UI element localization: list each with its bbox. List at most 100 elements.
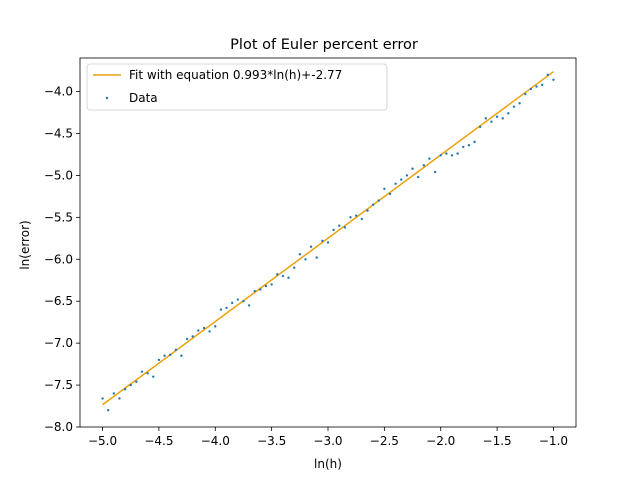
data-point (484, 117, 488, 120)
data-point (321, 239, 324, 243)
data-point (439, 154, 442, 157)
data-point (529, 87, 533, 91)
data-point (349, 216, 352, 219)
data-point (462, 145, 465, 149)
data-point (416, 175, 420, 179)
y-tick-label: −6.5 (44, 294, 73, 308)
x-tick-label: −4.0 (201, 434, 230, 448)
data-point (208, 330, 211, 333)
data-point (135, 380, 138, 383)
data-point (129, 383, 132, 387)
data-point (106, 409, 110, 412)
data-point (123, 388, 127, 391)
data-point (253, 289, 256, 293)
data-point (366, 209, 369, 212)
chart-title: Plot of Euler percent error (230, 37, 418, 53)
data-point (276, 273, 279, 276)
data-point (118, 397, 121, 400)
data-point (247, 304, 251, 307)
data-point (456, 152, 459, 155)
data-point (422, 164, 426, 167)
data-point (292, 266, 296, 269)
plot-area (101, 71, 555, 412)
data-point (168, 353, 172, 357)
data-point (518, 102, 521, 105)
data-point (354, 214, 358, 217)
legend-data-label: Data (129, 91, 158, 105)
data-point (185, 337, 189, 341)
data-point (400, 178, 403, 181)
data-point (326, 241, 330, 244)
data-point (394, 182, 397, 185)
y-tick-label: −6.0 (44, 252, 73, 266)
data-point (287, 276, 290, 279)
data-point (163, 354, 166, 357)
data-point (180, 354, 183, 357)
data-point (433, 170, 437, 174)
data-point (546, 73, 550, 76)
x-axis-label: ln(h) (314, 457, 342, 471)
data-point (259, 288, 262, 291)
y-tick-label: −7.0 (44, 336, 73, 350)
data-point (552, 78, 555, 82)
data-point (495, 115, 499, 118)
x-tick-label: −2.0 (426, 434, 455, 448)
data-point (490, 120, 493, 123)
x-tick-label: −1.0 (539, 434, 568, 448)
data-point (343, 226, 347, 229)
data-point (202, 326, 206, 330)
data-point (146, 372, 149, 375)
data-point (360, 217, 364, 221)
data-point (309, 245, 313, 248)
data-point (383, 187, 386, 191)
data-point (445, 152, 448, 155)
data-point (242, 300, 245, 303)
data-point (214, 325, 217, 328)
data-point (507, 112, 510, 115)
data-point (473, 140, 476, 144)
x-axis-ticks: −5.0 −4.5 −4.0 −3.5 −3.0 −2.5 −2.0 −1.5 −1.0 (88, 427, 568, 448)
data-point (501, 117, 504, 120)
y-tick-label: −7.5 (44, 378, 73, 392)
data-point (264, 284, 268, 288)
y-tick-label: −5.0 (44, 168, 73, 182)
data-point (377, 199, 380, 202)
x-tick-label: −3.0 (313, 434, 342, 448)
data-point (540, 83, 544, 87)
data-point (467, 144, 471, 147)
x-tick-label: −1.5 (483, 434, 512, 448)
data-point (405, 174, 409, 177)
data-point (450, 154, 454, 157)
data-point (478, 125, 482, 128)
fit-line (102, 71, 554, 406)
y-tick-label: −8.0 (44, 420, 73, 434)
data-point (101, 397, 104, 400)
x-tick-label: −5.0 (88, 434, 117, 448)
data-point (157, 358, 161, 362)
data-point (315, 256, 318, 259)
data-point (281, 274, 285, 278)
y-tick-label: −4.5 (44, 126, 73, 140)
data-point (332, 228, 335, 232)
legend-data-swatch (105, 96, 109, 100)
y-tick-label: −4.0 (44, 85, 73, 99)
data-point (428, 157, 431, 160)
data-point (304, 258, 307, 261)
data-point (236, 298, 240, 301)
y-axis-ticks: −8.0 −7.5 −7.0 −6.5 −6.0 −5.5 −5.0 −4.5 −4.0 (44, 85, 80, 434)
data-point (174, 348, 178, 352)
legend-box (86, 63, 388, 111)
data-point (197, 329, 200, 332)
y-tick-label: −5.5 (44, 210, 73, 224)
data-point (338, 224, 341, 227)
data-point (140, 370, 144, 373)
data-point (524, 92, 527, 96)
data-point (225, 306, 228, 310)
data-point (270, 283, 273, 286)
x-tick-label: −2.5 (370, 434, 399, 448)
y-axis-label: ln(error) (18, 220, 32, 269)
x-tick-label: −3.5 (257, 434, 286, 448)
data-point (219, 308, 223, 311)
legend: Fit with equation 0.993*ln(h)+-2.77 Data (86, 63, 388, 111)
